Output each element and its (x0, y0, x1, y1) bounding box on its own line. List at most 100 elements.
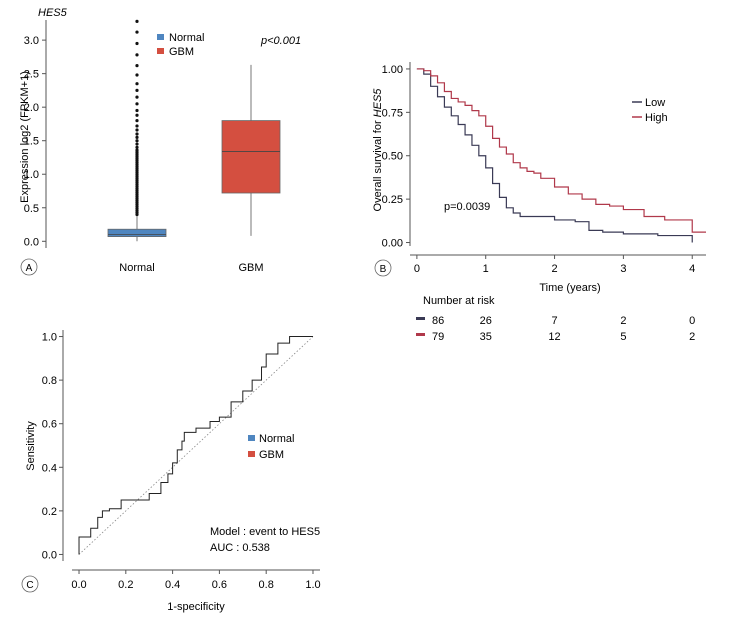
panel-c-y-tick-label: 0.8 (42, 375, 57, 387)
panel-c-y-tick-label: 0.2 (42, 506, 57, 518)
panel-a-gene-label: HES5 (38, 7, 68, 19)
panel-c-x-tick-label: 0.0 (71, 579, 86, 591)
risk-cell-low: 0 (689, 315, 695, 327)
panel-b-y-label-gene: HES5 (372, 88, 384, 118)
legend-b-low-label: Low (645, 97, 665, 109)
box-normal (107, 228, 167, 237)
panel-b-x-label: Time (years) (539, 282, 600, 294)
panel-b-y-label: Overall survival for HES5 (372, 88, 384, 212)
risk-cell-high: 2 (689, 331, 695, 343)
panel-b-badge (374, 259, 392, 277)
panel-c-y-tick-label: 1.0 (42, 332, 57, 344)
panel-a-y-tick-label: 2.5 (24, 69, 39, 81)
legend-a-gbm-swatch (157, 48, 164, 54)
roc-curve (78, 336, 313, 555)
box-gbm (221, 120, 281, 194)
outlier-point (135, 128, 139, 132)
legend-c-normal-swatch (248, 435, 255, 441)
panel-c-badge (21, 575, 39, 593)
legend-a-normal-swatch (157, 34, 164, 40)
panel-b-x-tick-label: 0 (414, 263, 420, 275)
panel-b-curves (416, 68, 706, 243)
outlier-point (135, 108, 139, 113)
panel-b-x-tick-label: 3 (620, 263, 626, 275)
panel-a-y-tick-label: 2.0 (24, 102, 39, 114)
panel-a-badge-label: A (26, 263, 33, 274)
panel-a-y-tick-label: 0.5 (24, 203, 39, 215)
panel-c-x-tick-label: 0.4 (165, 579, 180, 591)
panel-a-pvalue: p<0.001 (260, 35, 301, 47)
legend-c-normal-label: Normal (259, 433, 294, 445)
panel-c-x-tick-label: 0.2 (118, 579, 133, 591)
roc-reference-line (78, 336, 314, 555)
panel-c-y-label: Sensitivity (25, 421, 37, 471)
risk-row-low-swatch (416, 317, 425, 320)
outlier-point (135, 148, 139, 152)
panel-a-x-tick-gbm: GBM (238, 262, 263, 274)
panel-b-x-tick-label: 1 (483, 263, 489, 275)
outlier-point (135, 88, 139, 93)
panel-b-y-tick-label: 1.00 (382, 64, 403, 76)
legend-c-gbm-label: GBM (259, 449, 284, 461)
panel-c-model-annotation: Model : event to HES5 (210, 526, 320, 538)
outlier-point (135, 41, 139, 46)
panel-c-x-tick-label: 0.8 (259, 579, 274, 591)
panel-c-y-tick-label: 0.6 (42, 419, 57, 431)
outlier-point (135, 118, 139, 123)
panel-c-y-tick-label: 0.4 (42, 462, 57, 474)
outlier-point (135, 132, 139, 136)
panel-b-pvalue: p=0.0039 (444, 201, 490, 213)
panel-b-y-ticks: 0.00 0.25 0.50 0.75 1.00 (382, 64, 410, 250)
panel-c-legend: Normal GBM (248, 433, 294, 461)
outlier-point (135, 95, 139, 99)
panel-b-x-tick-label: 2 (551, 263, 557, 275)
panel-a-y-tick-label: 1.0 (24, 169, 39, 181)
panel-a-badge (20, 258, 38, 276)
km-curve-high (416, 68, 706, 233)
risk-cell-low: 86 (432, 315, 444, 327)
outlier-point (135, 73, 139, 77)
panel-c-x-tick-label: 1.0 (305, 579, 320, 591)
panel-a-y-tick-label: 1.5 (24, 136, 39, 148)
outlier-point (135, 142, 139, 146)
outlier-point (135, 64, 139, 68)
risk-cell-low: 26 (480, 315, 492, 327)
panel-a-y-tick-label: 0.0 (24, 236, 39, 248)
risk-table-title: Number at risk (423, 295, 495, 307)
panel-b-x-tick-label: 4 (689, 263, 695, 275)
risk-cell-low: 7 (551, 315, 557, 327)
outlier-point (135, 19, 139, 23)
risk-row-high-swatch (416, 333, 425, 336)
risk-cell-high: 5 (620, 331, 626, 343)
outlier-point (135, 53, 139, 57)
panel-a-outliers (135, 19, 139, 217)
km-curve-low (416, 68, 693, 243)
panel-c-auc-annotation: AUC : 0.538 (210, 542, 270, 554)
panel-b-x-ticks: 0 1 2 3 4 (414, 255, 695, 275)
legend-b-high-label: High (645, 112, 668, 124)
panel-c-curves (78, 336, 314, 555)
panel-b-y-tick-label: 0.50 (382, 151, 403, 163)
outlier-point (135, 102, 139, 106)
outlier-point (135, 145, 139, 150)
outlier-point (135, 135, 139, 139)
panel-c-y-ticks: 0.0 0.2 0.4 0.6 0.8 1.0 (42, 332, 63, 561)
panel-b-y-tick-label: 0.75 (382, 107, 403, 119)
panel-c-x-tick-label: 0.6 (212, 579, 227, 591)
outlier-point (135, 82, 139, 86)
risk-cell-low: 2 (620, 315, 626, 327)
panel-b-badge-label: B (380, 264, 387, 275)
panel-a-legend: Normal GBM (157, 32, 204, 58)
risk-cell-high: 79 (432, 331, 444, 343)
risk-cell-high: 35 (480, 331, 492, 343)
panel-c-x-ticks: 0.0 0.2 0.4 0.6 0.8 1.0 (71, 570, 321, 591)
panel-a: HES5 0.0 0.5 1.0 1.5 2.0 2.5 3.0 Expression lo… (19, 7, 301, 276)
panel-b-legend: Low High (632, 97, 668, 124)
outlier-point (135, 139, 139, 143)
outlier-point (135, 124, 139, 128)
outlier-point (135, 30, 139, 34)
panel-b-y-tick-label: 0.25 (382, 194, 403, 206)
panel-c: 0.0 0.2 0.4 0.6 0.8 1.0 0.0 0.2 0.4 0.6 0.8 1.0 Se… (21, 330, 321, 613)
